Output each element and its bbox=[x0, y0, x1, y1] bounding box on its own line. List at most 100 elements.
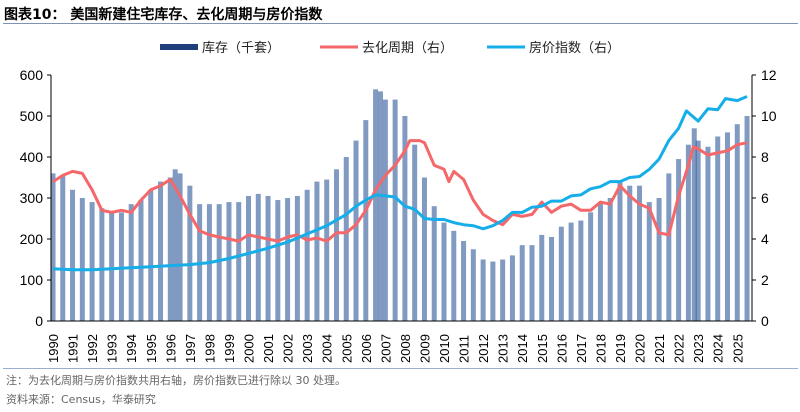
x-tick-label: 2024 bbox=[711, 334, 726, 363]
x-tick-label: 2020 bbox=[633, 334, 648, 363]
x-tick-label: 2022 bbox=[672, 334, 687, 363]
x-tick-label: 1993 bbox=[105, 334, 120, 363]
x-tick-label: 1997 bbox=[183, 334, 198, 363]
title-divider bbox=[3, 23, 798, 24]
left-tick-label: 100 bbox=[20, 272, 44, 288]
chart: 0 100 200 300 400 500 600 0 2 4 6 8 10 12 1990 1991 1992… bbox=[20, 40, 777, 363]
inventory-bar bbox=[50, 173, 56, 321]
inventory-bar bbox=[549, 236, 555, 321]
x-tick-label: 1991 bbox=[66, 334, 81, 363]
x-tick-label: 1998 bbox=[202, 334, 217, 363]
inventory-bar bbox=[79, 198, 85, 321]
right-tick-label: 2 bbox=[761, 272, 769, 288]
inventory-bar bbox=[138, 200, 144, 321]
x-tick-label: 2014 bbox=[515, 334, 530, 363]
inventory-bar bbox=[363, 120, 369, 321]
inventory-bar bbox=[70, 189, 76, 321]
absorption-period-line bbox=[52, 139, 748, 243]
inventory-bar bbox=[685, 144, 691, 321]
x-tick-label: 2001 bbox=[261, 334, 276, 363]
inventory-bar bbox=[402, 116, 408, 321]
inventory-bar bbox=[519, 245, 525, 321]
inventory-bar bbox=[451, 230, 457, 321]
inventory-bar bbox=[627, 185, 633, 321]
right-tick-label: 8 bbox=[761, 149, 769, 165]
inventory-bar bbox=[441, 222, 447, 321]
inventory-bar bbox=[343, 157, 349, 321]
x-tick-label: 2019 bbox=[613, 334, 628, 363]
inventory-bar bbox=[285, 198, 291, 321]
inventory-bar bbox=[470, 249, 476, 321]
inventory-bar bbox=[578, 220, 584, 321]
inventory-bar bbox=[500, 259, 506, 321]
x-tick-label: 2025 bbox=[730, 334, 745, 363]
inventory-bar bbox=[588, 212, 594, 321]
x-tick-label: 2002 bbox=[281, 334, 296, 363]
inventory-bar bbox=[597, 202, 603, 321]
inventory-bar bbox=[715, 136, 721, 321]
x-tick-label: 2013 bbox=[496, 334, 511, 363]
inventory-bar bbox=[480, 259, 486, 321]
chart-note: 注：为去化周期与房价指数共用右轴，房价指数已进行除以 30 处理。 bbox=[6, 374, 346, 387]
inventory-bar bbox=[412, 144, 418, 321]
x-tick-label: 1992 bbox=[85, 334, 100, 363]
inventory-bar bbox=[109, 212, 115, 321]
inventory-bar bbox=[246, 195, 252, 321]
x-tick-label: 2018 bbox=[593, 334, 608, 363]
x-tick-label: 2006 bbox=[359, 334, 374, 363]
chart-source: 资料来源：Census，华泰研究 bbox=[6, 393, 156, 406]
inventory-bar bbox=[705, 146, 711, 321]
inventory-bar bbox=[461, 241, 467, 321]
inventory-bar bbox=[265, 195, 271, 321]
x-tick-label: 2007 bbox=[378, 334, 393, 363]
inventory-bar bbox=[558, 226, 564, 321]
inventory-bar bbox=[666, 173, 672, 321]
inventory-bar bbox=[734, 124, 740, 321]
footer-divider bbox=[3, 368, 798, 369]
x-tick-label: 1999 bbox=[222, 334, 237, 363]
inventory-bar bbox=[724, 132, 730, 321]
x-tick-label: 2000 bbox=[242, 334, 257, 363]
inventory-bar bbox=[158, 181, 164, 321]
x-tick-label: 2004 bbox=[320, 334, 335, 363]
inventory-bar bbox=[539, 234, 545, 321]
figure-title: 图表10： 美国新建住宅库存、去化周期与房价指数 bbox=[4, 7, 323, 23]
inventory-bar bbox=[646, 202, 652, 321]
inventory-bar bbox=[353, 140, 359, 321]
inventory-bar bbox=[382, 99, 388, 321]
inventory-bar bbox=[509, 255, 515, 321]
inventory-bar bbox=[275, 200, 281, 321]
inventory-bar bbox=[255, 193, 261, 321]
inventory-bar bbox=[333, 169, 339, 321]
x-tick-label: 2009 bbox=[417, 334, 432, 363]
inventory-bar bbox=[529, 245, 535, 321]
inventory-bar bbox=[568, 222, 574, 321]
inventory-bar bbox=[744, 116, 750, 321]
inventory-bar bbox=[60, 175, 66, 321]
right-tick-label: 0 bbox=[761, 313, 769, 329]
inventory-bar bbox=[167, 177, 173, 321]
left-tick-label: 300 bbox=[20, 190, 44, 206]
inventory-bar bbox=[118, 212, 124, 321]
right-tick-label: 4 bbox=[761, 231, 769, 247]
inventory-bar bbox=[421, 177, 427, 321]
inventory-bar bbox=[226, 202, 232, 321]
x-tick-label: 2023 bbox=[691, 334, 706, 363]
inventory-bar bbox=[490, 261, 496, 321]
inventory-bar bbox=[99, 208, 105, 321]
right-tick-label: 6 bbox=[761, 190, 769, 206]
inventory-bar bbox=[431, 206, 437, 321]
inventory-bar bbox=[236, 202, 242, 321]
inventory-bar bbox=[314, 181, 320, 321]
x-tick-label: 2021 bbox=[652, 334, 667, 363]
price-index-line bbox=[52, 95, 748, 272]
x-tick-label: 2011 bbox=[457, 335, 472, 363]
inventory-bar bbox=[216, 204, 222, 321]
inventory-bar bbox=[377, 91, 383, 322]
inventory-bar bbox=[177, 173, 183, 321]
inventory-bar bbox=[294, 195, 300, 321]
inventory-bar bbox=[304, 189, 310, 321]
right-tick-label: 12 bbox=[761, 67, 777, 83]
left-tick-label: 200 bbox=[20, 231, 44, 247]
x-tick-label: 2017 bbox=[574, 334, 589, 363]
